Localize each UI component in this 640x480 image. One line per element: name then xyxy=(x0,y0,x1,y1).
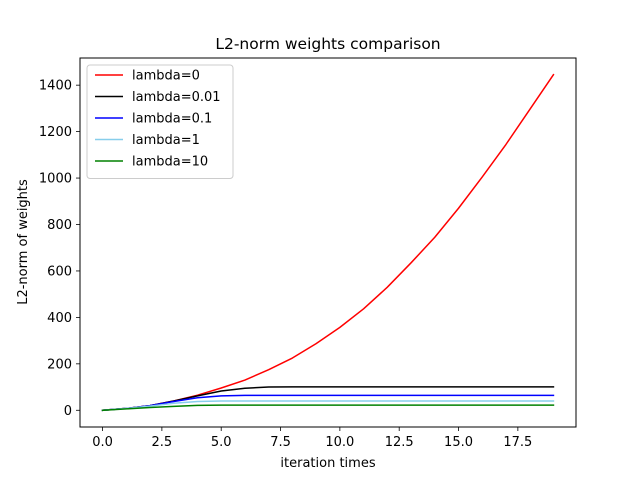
legend-label-3: lambda=1 xyxy=(132,133,200,148)
y-axis-label: L2-norm of weights xyxy=(16,179,31,305)
legend: lambda=0 lambda=0.01 lambda=0.1 lambda=1 lam… xyxy=(86,64,234,179)
legend-box xyxy=(86,64,234,179)
y-tick-label: 1400 xyxy=(39,79,72,94)
chart-title: L2-norm weights comparison xyxy=(215,35,440,53)
series-line-3 xyxy=(101,400,555,412)
series-lines xyxy=(101,73,555,412)
x-tick-label: 17.5 xyxy=(503,435,532,450)
x-axis-ticks: 0.0 2.5 5.0 7.5 10.0 12.5 15.0 17.5 xyxy=(92,427,532,450)
series-line-2 xyxy=(101,394,555,412)
x-tick-label: 12.5 xyxy=(385,435,414,450)
x-tick-label: 15.0 xyxy=(444,435,473,450)
x-axis-label: iteration times xyxy=(280,456,375,471)
y-tick-label: 400 xyxy=(47,311,72,326)
y-axis-ticks: 0 200 400 600 800 1000 1200 1400 xyxy=(39,79,80,419)
x-tick-label: 5.0 xyxy=(211,435,232,450)
x-tick-label: 7.5 xyxy=(270,435,291,450)
plot-frame xyxy=(79,57,577,428)
y-tick-label: 0 xyxy=(64,404,72,419)
legend-label-4: lambda=10 xyxy=(132,155,208,170)
series-line-4 xyxy=(101,404,555,412)
y-tick-label: 1000 xyxy=(39,172,72,187)
legend-label-1: lambda=0.01 xyxy=(132,90,221,105)
x-tick-label: 10.0 xyxy=(325,435,354,450)
legend-label-0: lambda=0 xyxy=(132,69,200,84)
y-tick-label: 1200 xyxy=(39,125,72,140)
y-tick-label: 200 xyxy=(47,357,72,372)
legend-label-2: lambda=0.1 xyxy=(132,112,212,127)
y-tick-label: 600 xyxy=(47,264,72,279)
x-tick-label: 2.5 xyxy=(152,435,173,450)
y-tick-label: 800 xyxy=(47,218,72,233)
x-tick-label: 0.0 xyxy=(92,435,113,450)
